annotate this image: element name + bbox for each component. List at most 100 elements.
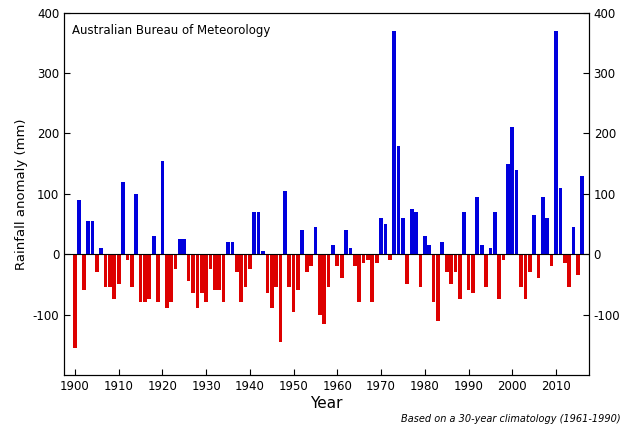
Bar [196,254,199,308]
Bar [576,254,580,275]
Bar [200,254,204,294]
Bar [292,254,296,311]
Bar [563,254,566,263]
Bar [419,254,422,288]
Bar [462,212,466,254]
Bar [323,254,326,324]
Bar [108,254,112,288]
Bar [309,254,313,266]
Bar [454,254,457,272]
Bar [432,254,435,302]
Bar [567,254,571,288]
Bar [559,188,562,254]
Bar [383,224,387,254]
Bar [550,254,554,266]
Bar [104,254,108,288]
Bar [147,254,151,299]
Bar [401,218,404,254]
Bar [156,254,160,302]
Bar [519,254,523,288]
Bar [528,254,532,272]
Bar [209,254,212,269]
Bar [287,254,291,288]
Bar [296,254,300,291]
Bar [314,227,317,254]
Bar [161,161,164,254]
Bar [230,242,234,254]
Bar [117,254,120,285]
Bar [375,254,378,263]
Bar [497,254,501,299]
Bar [278,254,282,342]
Bar [266,254,269,294]
Bar [537,254,540,278]
Bar [484,254,488,288]
Bar [488,248,492,254]
Bar [73,254,77,348]
Bar [283,191,287,254]
Bar [222,254,225,302]
Bar [440,242,444,254]
Bar [213,254,217,291]
Bar [275,254,278,288]
Bar [95,254,99,272]
Bar [331,245,335,254]
Bar [502,254,506,260]
Bar [554,31,558,254]
Bar [406,254,409,285]
Bar [414,212,418,254]
Bar [580,176,584,254]
Bar [99,248,103,254]
Bar [397,146,401,254]
Bar [82,254,86,291]
Bar [524,254,527,299]
Bar [493,212,497,254]
Bar [239,254,243,302]
Bar [113,254,116,299]
Bar [204,254,208,302]
Bar [353,254,356,266]
Bar [471,254,475,294]
Bar [91,221,94,254]
Bar [380,218,383,254]
Bar [476,197,479,254]
Bar [134,194,138,254]
Bar [349,248,352,254]
Bar [511,127,514,254]
Bar [362,254,365,263]
Bar [449,254,453,285]
Bar [165,254,168,308]
Y-axis label: Rainfall anomaly (mm): Rainfall anomaly (mm) [15,118,28,270]
Bar [191,254,195,294]
Bar [515,170,518,254]
Bar [410,209,413,254]
Bar [305,254,308,272]
Bar [357,254,361,302]
Bar [428,245,431,254]
Bar [77,200,81,254]
Bar [436,254,440,321]
Bar [458,254,461,299]
Text: Australian Bureau of Meteorology: Australian Bureau of Meteorology [72,23,270,37]
Bar [244,254,247,288]
Bar [270,254,273,308]
Bar [541,197,545,254]
Bar [218,254,221,291]
Bar [178,239,182,254]
Text: Based on a 30-year climatology (1961-1990): Based on a 30-year climatology (1961-199… [401,414,621,424]
Bar [226,242,230,254]
Bar [152,236,156,254]
Bar [130,254,134,288]
Bar [86,221,90,254]
Bar [252,212,256,254]
Bar [121,182,125,254]
Bar [392,31,396,254]
Bar [423,236,427,254]
Bar [480,245,483,254]
Bar [371,254,374,302]
Bar [467,254,470,291]
Bar [388,254,392,260]
Bar [235,254,239,272]
Bar [344,230,348,254]
Bar [366,254,370,260]
